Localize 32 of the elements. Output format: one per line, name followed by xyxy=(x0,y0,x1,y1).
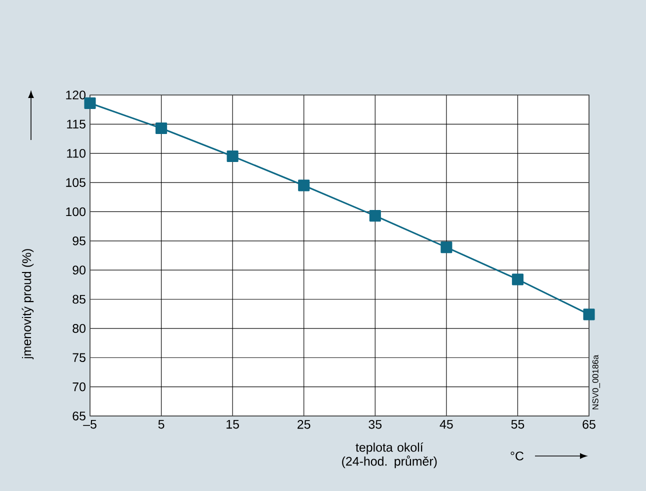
y-tick-label: 115 xyxy=(67,120,86,129)
x-tick-label: 45 xyxy=(440,420,453,429)
y-tick-label: 80 xyxy=(72,324,86,333)
y-tick-label: 120 xyxy=(66,90,86,100)
point xyxy=(583,308,595,320)
y-tick-label: 100 xyxy=(66,207,86,216)
y-tick-label: 90 xyxy=(72,266,86,274)
y-tick-label: 105 xyxy=(66,178,86,187)
x-tick-label: 55 xyxy=(511,420,524,429)
y-tick-label: 85 xyxy=(72,294,86,304)
point xyxy=(369,210,381,222)
point xyxy=(298,180,310,192)
x-tick-label: –5 xyxy=(83,420,96,429)
x-tick-label: 65 xyxy=(582,420,596,429)
y-tick-label: 65 xyxy=(72,412,86,420)
point xyxy=(156,122,168,134)
y-tick-label: 75 xyxy=(72,353,86,362)
text: NSV0_00186a xyxy=(592,354,600,410)
y-tick-label: 95 xyxy=(72,236,86,246)
x-axis-title: teplota okolí (24-hod. průměr) xyxy=(342,442,437,468)
x-tick-label: 35 xyxy=(368,420,382,429)
x-tick-label: 15 xyxy=(226,420,239,429)
y-axis-title: jmenovitý proud (%) xyxy=(22,249,34,360)
point xyxy=(226,150,238,162)
point xyxy=(84,97,96,109)
x-tick-label: 5 xyxy=(158,420,164,429)
y-tick-label: 110 xyxy=(67,148,86,158)
text: °C xyxy=(510,452,524,460)
point xyxy=(512,274,524,286)
y-tick-label: 70 xyxy=(72,382,86,392)
x-tick-label: 25 xyxy=(298,420,310,429)
point xyxy=(440,242,452,254)
